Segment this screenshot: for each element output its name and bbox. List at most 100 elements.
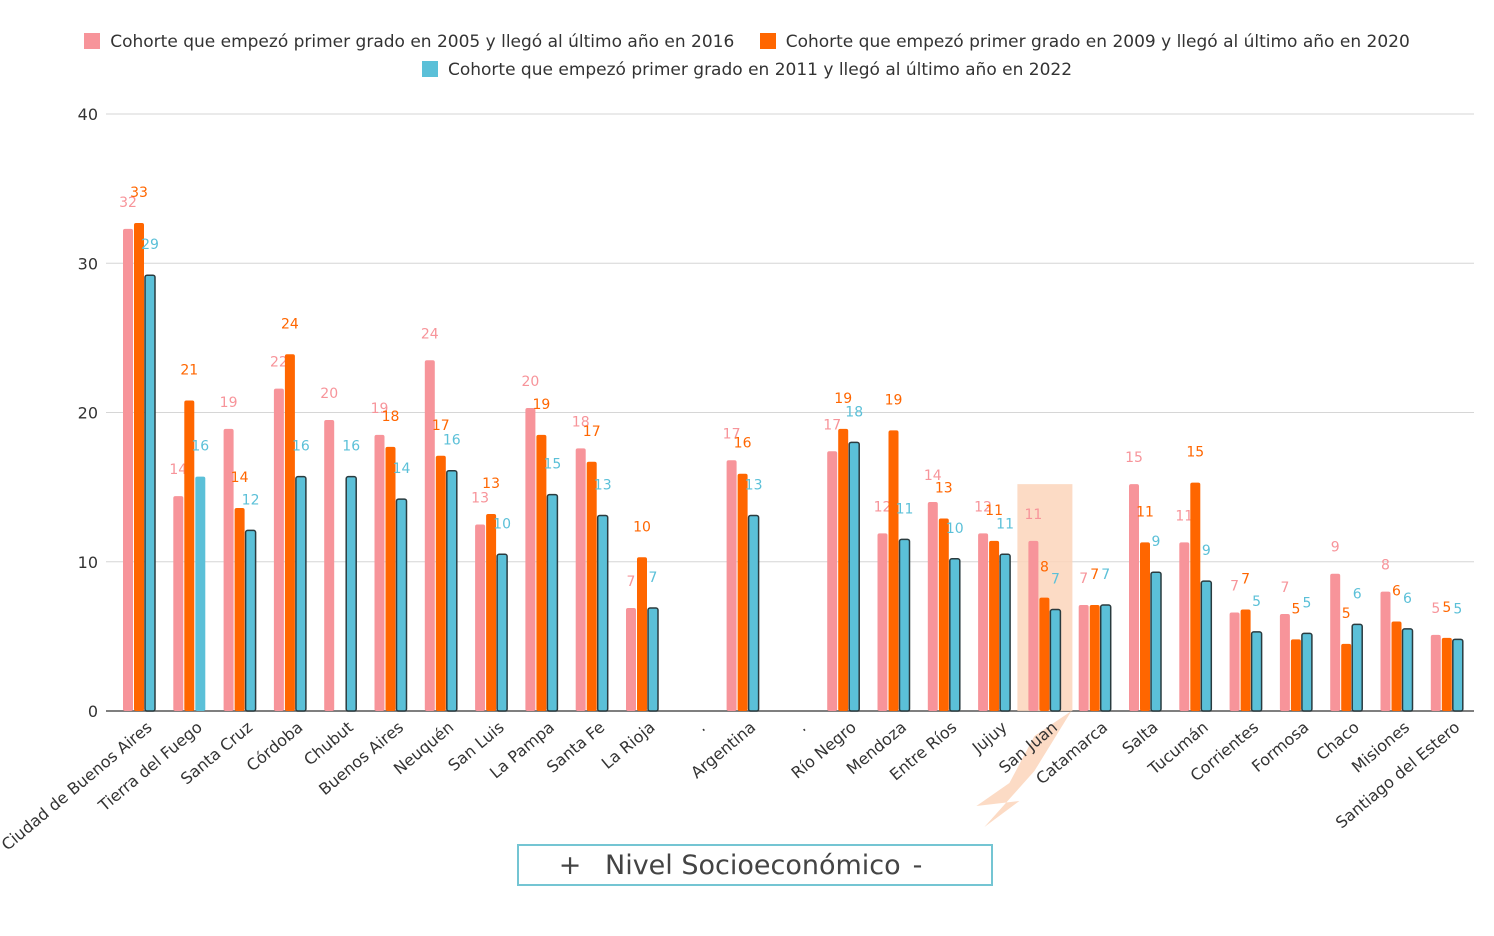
bar-s1-c7	[486, 513, 497, 711]
data-label-s2-c24: 6	[1353, 586, 1362, 602]
bar-s0-c20	[1129, 484, 1139, 711]
bar-s0-c5	[374, 434, 385, 711]
bar-s1-c16	[938, 518, 949, 711]
bar-s2-c8	[546, 493, 559, 712]
y-tick-label-20: 20	[78, 404, 98, 423]
x-tick-label-17: Jujuy	[968, 718, 1011, 758]
data-label-s2-c15: 11	[896, 501, 914, 517]
data-label-s0-c26: 5	[1431, 601, 1440, 617]
data-label-s2-c10: 7	[649, 570, 658, 586]
bar-s2-c22	[1250, 631, 1263, 712]
data-label-s2-c5: 14	[393, 461, 411, 477]
data-label-s2-c23: 5	[1302, 595, 1311, 611]
data-label-s2-c2: 12	[242, 492, 260, 508]
legend-item-2016[interactable]: Cohorte que empezó primer grado en 2005 …	[84, 28, 734, 56]
bar-s0-c6	[424, 360, 435, 711]
x-tick-label-13: .	[793, 718, 809, 736]
legend-row-1: Cohorte que empezó primer grado en 2005 …	[0, 28, 1494, 56]
data-label-s2-c9: 13	[594, 477, 612, 493]
bar-s0-c0	[123, 228, 133, 712]
data-label-s0-c4: 20	[320, 386, 338, 402]
bar-s2-c21	[1200, 580, 1213, 712]
expand-plus-icon[interactable]: +	[558, 849, 582, 881]
x-tick-label-11: .	[693, 718, 709, 736]
bar-s1-c14	[838, 428, 849, 711]
collapse-minus-icon[interactable]: -	[912, 849, 923, 881]
bar-s1-c25	[1391, 621, 1402, 711]
data-label-s2-c3: 16	[292, 439, 310, 455]
data-label-s2-c1: 16	[191, 439, 209, 455]
bar-s0-c10	[626, 608, 636, 711]
bar-s2-c0	[144, 274, 156, 712]
y-tick-label-40: 40	[78, 105, 98, 124]
data-label-s0-c22: 7	[1230, 578, 1239, 594]
legend-swatch-2020	[759, 33, 776, 49]
bar-s0-c14	[827, 451, 838, 711]
legend-swatch-2016	[84, 33, 101, 49]
bar-s2-c5	[395, 498, 408, 712]
bar-s0-c24	[1330, 573, 1341, 711]
bar-s1-c9	[586, 461, 597, 711]
data-label-s2-c17: 11	[996, 516, 1014, 532]
data-label-s2-c4: 16	[342, 439, 360, 455]
bar-s0-c8	[525, 408, 536, 711]
data-label-s1-c10: 10	[633, 519, 651, 535]
x-tick-label-3: Córdoba	[243, 718, 307, 776]
x-tick-label-10: La Rioja	[598, 718, 659, 773]
data-label-s1-c21: 15	[1186, 445, 1204, 461]
data-label-s0-c0: 32	[119, 195, 137, 211]
data-label-s0-c6: 24	[421, 326, 439, 342]
bar-s1-c20	[1140, 542, 1150, 711]
bar-s2-c16	[949, 558, 961, 712]
y-tick-label-0: 0	[88, 702, 98, 721]
bar-s2-c1	[195, 476, 206, 711]
data-label-s0-c7: 13	[471, 490, 489, 506]
data-label-s1-c19: 7	[1090, 567, 1099, 583]
data-label-s2-c19: 7	[1101, 567, 1110, 583]
bar-s1-c15	[888, 430, 899, 711]
bar-s1-c21	[1190, 482, 1201, 711]
bar-s0-c9	[575, 448, 586, 711]
data-label-s1-c12: 16	[734, 436, 752, 452]
x-tick-label-20: Salta	[1118, 718, 1161, 759]
data-label-s0-c1: 14	[169, 462, 187, 478]
data-label-s1-c9: 17	[583, 424, 601, 440]
data-label-s0-c10: 7	[627, 574, 636, 590]
data-label-s1-c15: 19	[885, 392, 903, 408]
legend-label-2022: Cohorte que empezó primer grado en 2011 …	[447, 60, 1073, 80]
data-label-s1-c20: 11	[1136, 504, 1154, 520]
data-label-s1-c3: 24	[281, 316, 299, 332]
bar-s2-c2	[244, 529, 257, 712]
data-label-s2-c26: 5	[1453, 601, 1462, 617]
bar-s2-c23	[1301, 632, 1313, 712]
data-label-s0-c24: 9	[1331, 540, 1340, 556]
data-label-s2-c18: 7	[1051, 572, 1060, 588]
bar-s1-c17	[989, 540, 1000, 711]
bar-s2-c12	[747, 514, 760, 712]
data-label-s1-c8: 19	[532, 397, 550, 413]
legend-item-2022[interactable]: Cohorte que empezó primer grado en 2011 …	[421, 56, 1073, 84]
bar-s2-c20	[1150, 571, 1162, 712]
bar-s1-c19	[1089, 605, 1100, 711]
bar-s0-c19	[1078, 605, 1089, 711]
bar-s0-c23	[1279, 613, 1290, 711]
data-label-s0-c17: 12	[974, 499, 992, 515]
highlight-pointer	[976, 711, 1072, 827]
data-label-s1-c18: 8	[1040, 560, 1049, 576]
data-label-s1-c5: 18	[382, 409, 400, 425]
bar-s1-c26	[1441, 637, 1452, 711]
legend-item-2020[interactable]: Cohorte que empezó primer grado en 2009 …	[759, 28, 1410, 56]
data-label-s0-c15: 12	[874, 499, 892, 515]
data-label-s2-c0: 29	[141, 237, 159, 253]
data-label-s0-c21: 11	[1175, 508, 1193, 524]
data-label-s0-c14: 17	[823, 417, 841, 433]
data-label-s1-c0: 33	[130, 185, 148, 201]
data-label-s1-c26: 5	[1442, 600, 1451, 616]
bar-s2-c19	[1099, 604, 1112, 712]
socioeconomic-toggle[interactable]: + Nivel Socioeconómico -	[517, 844, 993, 886]
data-label-s0-c3: 22	[270, 355, 288, 371]
bar-s0-c17	[978, 533, 989, 711]
data-label-s1-c2: 14	[231, 470, 249, 486]
bar-s0-c7	[475, 524, 486, 711]
